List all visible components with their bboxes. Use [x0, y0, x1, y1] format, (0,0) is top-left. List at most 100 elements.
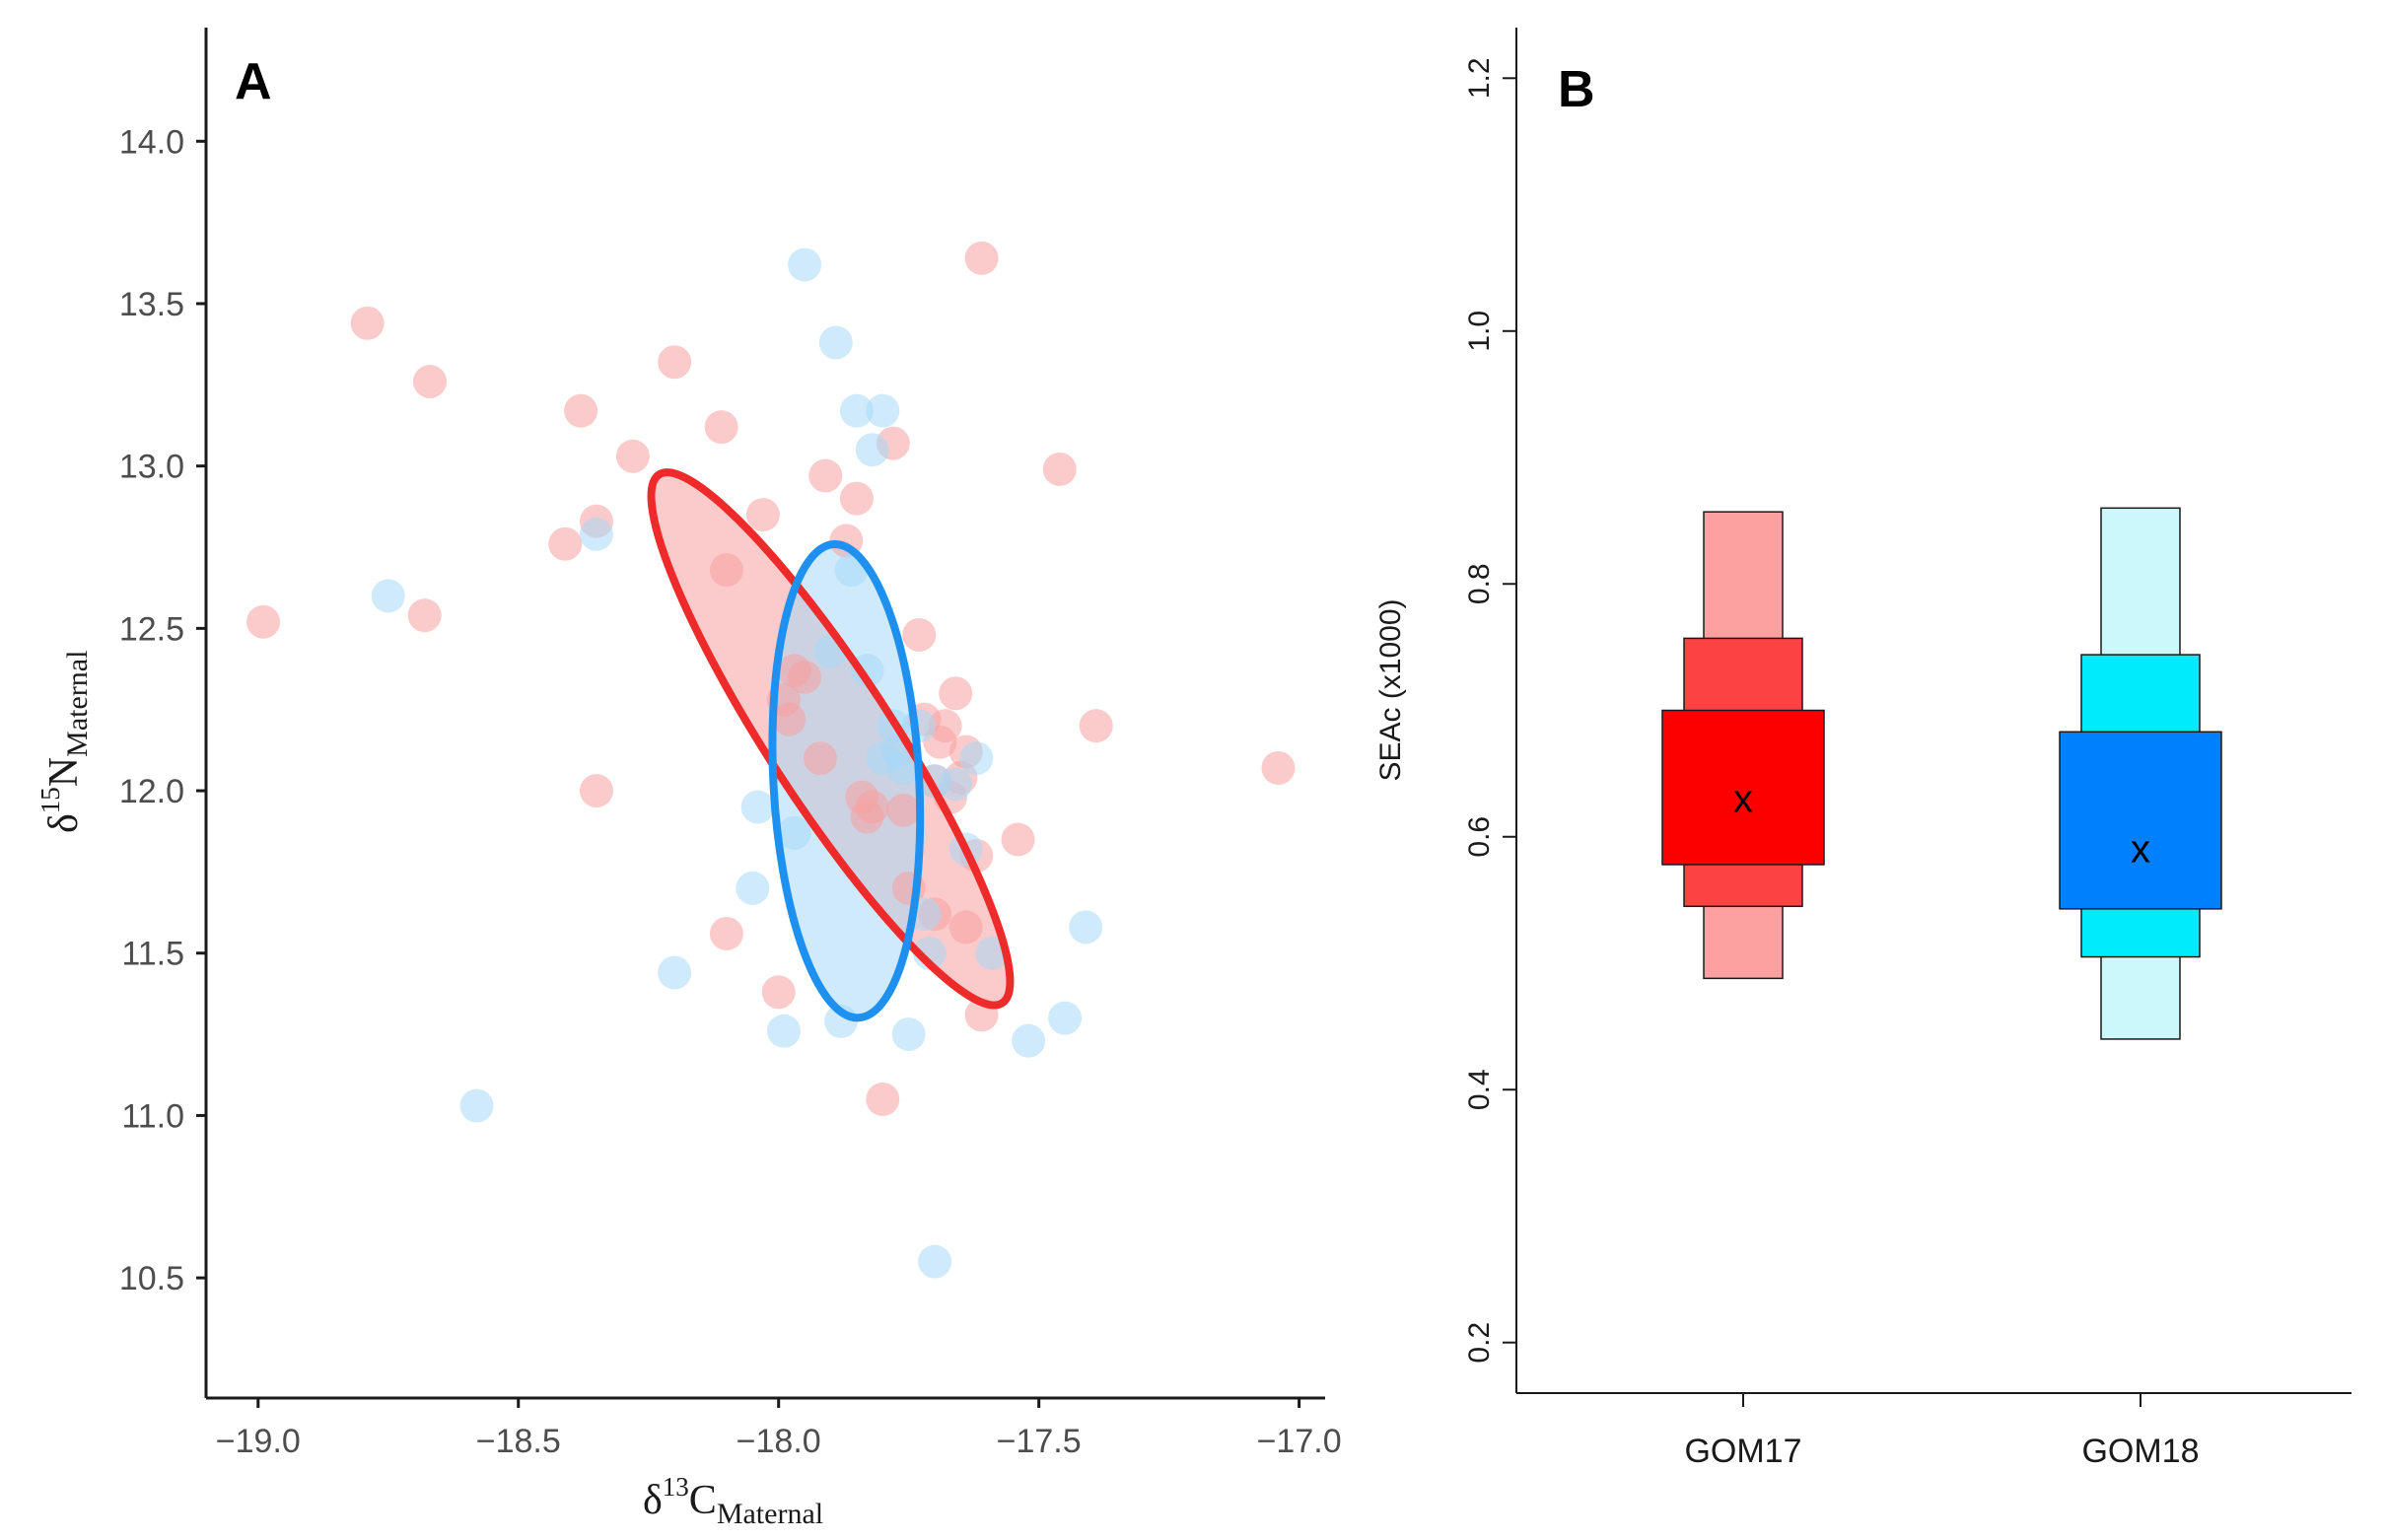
- point-gom17-12: [745, 498, 780, 532]
- panel-a-y-tick-label: 13.0: [119, 449, 184, 486]
- point-gom17-8: [615, 439, 650, 473]
- point-gom18-20: [918, 1244, 952, 1279]
- point-gom17-25: [886, 793, 921, 827]
- point-gom17-23: [866, 1082, 900, 1116]
- panel-b-x-ticks: GOM17 GOM18: [1684, 1393, 2200, 1470]
- point-gom17-0: [246, 604, 281, 639]
- point-gom17-1: [350, 306, 385, 340]
- point-gom18-24: [959, 741, 994, 776]
- point-gom17-39: [1001, 822, 1035, 857]
- point-gom17-45: [803, 741, 837, 776]
- point-gom17-30: [928, 709, 962, 743]
- point-gom18-2: [579, 517, 613, 551]
- panel-a-x-tick-label: −18.0: [737, 1423, 821, 1460]
- panel-a-x-axis-title: δ13CMaternal: [643, 1472, 823, 1530]
- point-gom18-15: [886, 750, 921, 785]
- point-gom17-11: [709, 553, 743, 588]
- point-gom17-9: [658, 345, 692, 380]
- panel-b-y-axis-title: SEAc (x1000): [1374, 598, 1407, 781]
- panel-a-y-axis-main: N: [41, 757, 87, 787]
- point-gom17-42: [1261, 750, 1296, 785]
- panel-b-axes: [1515, 28, 2352, 1394]
- point-gom17-40: [1042, 452, 1077, 486]
- panel-a-y-tick-label: 11.0: [121, 1097, 184, 1135]
- panel-b-y-tick-label: 0.4: [1463, 1069, 1496, 1110]
- point-gom17-41: [1079, 709, 1113, 743]
- point-gom17-26: [902, 617, 937, 652]
- ellipse-outline-gom18: [768, 540, 925, 1022]
- panel-b-x-tick-label: GOM18: [2081, 1433, 2199, 1470]
- panel-a-y-tick-label: 14.0: [119, 123, 184, 161]
- panel-b-y-tick-label: 0.8: [1463, 563, 1496, 604]
- point-gom18-11: [866, 393, 900, 428]
- panel-a-x-axis-sup: 13: [663, 1472, 689, 1502]
- panel-a-y-tick-label: 11.5: [121, 936, 184, 973]
- point-gom17-2: [413, 365, 447, 399]
- point-gom17-22: [855, 790, 889, 824]
- point-gom17-44: [761, 975, 796, 1010]
- panel-b-x-tick-label: GOM17: [1684, 1433, 1801, 1470]
- panel-a-y-tick-label: 12.5: [119, 610, 184, 648]
- box-gom17-50pct: [1661, 709, 1825, 866]
- panel-a-y-tick-label: 10.5: [119, 1260, 184, 1297]
- panel-a-y-axis-prefix: δ: [41, 813, 87, 833]
- point-gom17-4: [548, 526, 583, 561]
- panel-b-label: B: [1558, 61, 1595, 118]
- panel-a-x-tick-label: −17.0: [1257, 1423, 1342, 1460]
- point-gom18-10: [855, 433, 889, 467]
- point-gom18-8: [839, 393, 874, 428]
- point-gom17-32: [939, 676, 973, 711]
- panel-a-y-axis-title: δ15NMaternal: [35, 651, 94, 833]
- panel-a-y-axis-sub: Maternal: [61, 651, 94, 757]
- point-gom17-7: [579, 774, 613, 808]
- panel-b-y-tick-label: 0.2: [1463, 1322, 1496, 1364]
- panel-a-points: [246, 241, 1296, 1279]
- point-gom18-3: [658, 955, 692, 990]
- mode-marker-gom17: x: [1733, 777, 1753, 820]
- point-gom18-0: [371, 579, 405, 613]
- point-gom17-17: [808, 458, 843, 493]
- panel-b-boxes: xx: [1661, 507, 2222, 1040]
- panel-b-y-ticks: 0.2 0.4 0.6 0.8 1.0 1.2: [1463, 57, 1516, 1364]
- panel-a-x-axis-prefix: δ: [643, 1478, 663, 1523]
- point-gom18-1: [459, 1088, 494, 1123]
- panel-a-y-tick-label: 12.0: [119, 773, 184, 810]
- panel-a-x-axis-sub: Maternal: [717, 1498, 823, 1530]
- point-gom18-27: [1048, 1001, 1083, 1035]
- point-gom17-34: [948, 910, 983, 945]
- panel-a-ellipse-outlines: [647, 468, 1015, 1022]
- box-gom18-50pct: [2059, 731, 2222, 910]
- ellipse-outline-gom17: [647, 468, 1015, 1010]
- mode-marker-gom18: x: [2131, 828, 2150, 872]
- point-gom18-22: [939, 767, 973, 802]
- point-gom17-38: [964, 241, 999, 275]
- panel-a: −19.0 −18.5 −18.0 −17.5 −17.0 10.5 11.0 11.5 12…: [35, 28, 1342, 1530]
- point-gom18-26: [1012, 1023, 1046, 1058]
- point-gom18-30: [777, 815, 811, 850]
- panel-b-y-tick-label: 1.2: [1463, 57, 1496, 99]
- panel-a-x-axis-main: C: [689, 1478, 717, 1523]
- panel-b-y-tick-label: 0.6: [1463, 816, 1496, 858]
- panel-a-label: A: [235, 53, 272, 110]
- point-gom18-32: [740, 790, 775, 824]
- panel-a-y-tick-label: 13.5: [119, 286, 184, 323]
- point-gom17-19: [839, 481, 874, 516]
- point-gom18-4: [766, 1014, 801, 1048]
- point-gom17-43: [709, 916, 743, 950]
- point-gom17-16: [788, 660, 822, 694]
- panel-b: 0.20.40.60.81.01.2 xx GOM17 GOM18 B SEAc …: [1374, 28, 2352, 1470]
- point-gom17-14: [772, 702, 807, 736]
- point-gom17-10: [704, 410, 738, 445]
- panel-a-y-ticks: 10.5 11.0 11.5 12.0 12.5 13.0 13.5 14.0: [119, 123, 206, 1297]
- panel-a-axes: [204, 28, 1325, 1400]
- point-gom18-31: [736, 871, 770, 905]
- panel-a-x-tick-label: −17.5: [997, 1423, 1082, 1460]
- point-gom17-5: [564, 393, 598, 428]
- point-gom18-5: [788, 247, 822, 282]
- panel-a-x-tick-label: −18.5: [476, 1423, 561, 1460]
- point-gom18-28: [1069, 910, 1103, 945]
- panel-a-x-tick-label: −19.0: [216, 1423, 301, 1460]
- point-gom17-3: [407, 598, 442, 633]
